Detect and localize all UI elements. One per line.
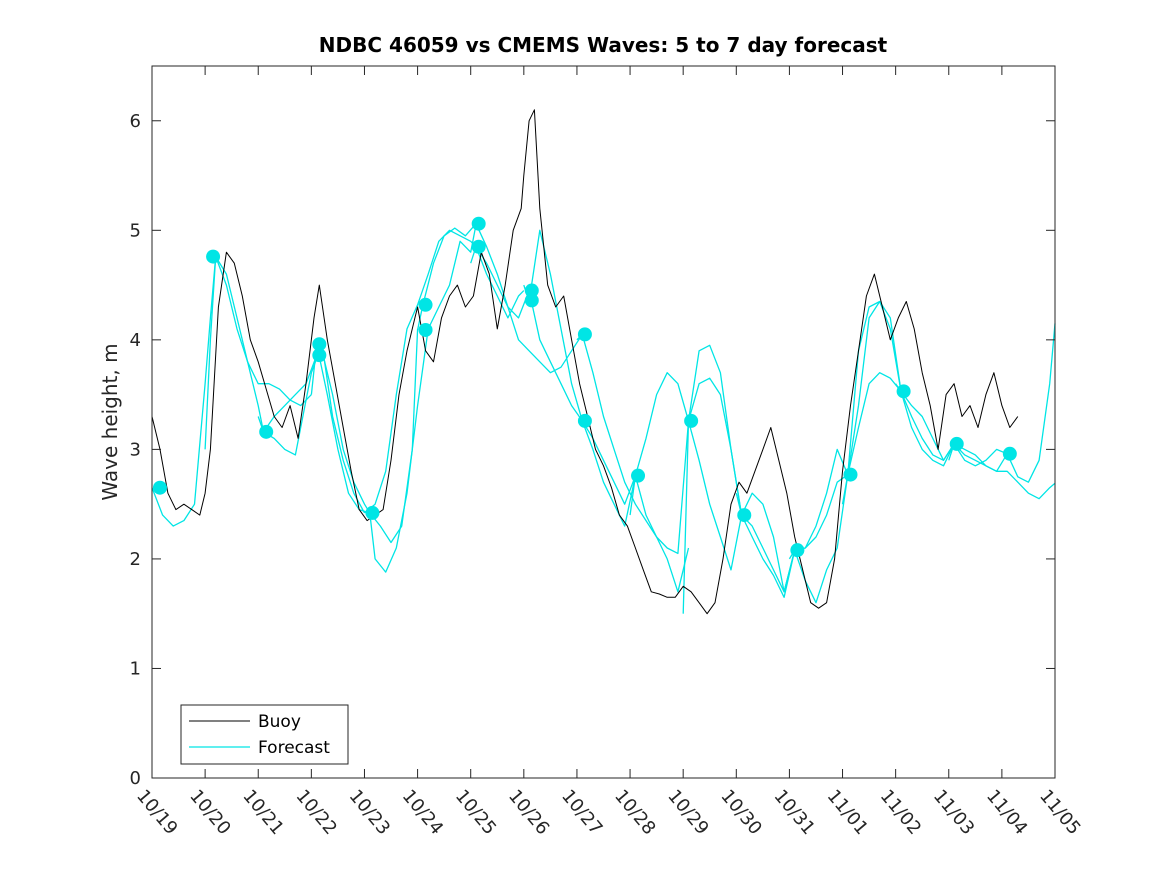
y-axis: 0 1 2 3 4 5 6 (130, 111, 1055, 789)
forecast-marker (365, 505, 380, 520)
y-tick-label: 0 (130, 768, 141, 789)
forecast-line-9 (576, 333, 743, 555)
forecast-line-12 (735, 300, 902, 604)
forecast-marker (312, 348, 327, 363)
plot-frame (151, 65, 1056, 779)
forecast-line-2 (204, 255, 366, 514)
plot-area (152, 66, 1055, 778)
forecast-line-1 (151, 255, 312, 527)
forecast-marker (737, 508, 752, 523)
forecast-marker (896, 384, 911, 399)
forecast-line-16 (948, 443, 1056, 500)
legend-forecast-label: Forecast (258, 738, 330, 758)
forecast-marker (843, 467, 858, 482)
forecast-marker (206, 249, 221, 264)
y-tick-label: 2 (130, 549, 141, 570)
forecast-marker (471, 216, 486, 231)
forecast-marker (577, 413, 592, 428)
y-tick-label: 1 (130, 658, 141, 679)
forecast-markers (152, 216, 1017, 558)
forecast-line-3 (257, 328, 419, 544)
forecast-marker (949, 436, 964, 451)
forecast-line-5 (364, 229, 525, 514)
forecast-line-11 (682, 377, 849, 614)
forecast-marker (631, 468, 646, 483)
legend: Buoy Forecast (180, 704, 349, 765)
forecast-marker (259, 424, 274, 439)
forecast-marker (524, 283, 539, 298)
forecast-line-13 (788, 372, 955, 560)
forecast-marker (524, 293, 539, 308)
y-tick-label: 3 (130, 439, 141, 460)
forecast-line-15 (895, 323, 1056, 483)
forecast-marker (1002, 446, 1017, 461)
buoy-line (151, 109, 1019, 615)
series-layer (151, 109, 1056, 615)
y-tick-label: 5 (130, 220, 141, 241)
forecast-marker (684, 413, 699, 428)
forecast-line-8 (523, 229, 690, 593)
forecast-line-6 (416, 223, 583, 374)
legend-box (180, 704, 349, 765)
chart-title: NDBC 46059 vs CMEMS Waves: 5 to 7 day fo… (319, 33, 888, 57)
forecast-line-14 (841, 300, 1008, 505)
forecast-marker (152, 480, 167, 495)
legend-buoy-label: Buoy (258, 712, 301, 732)
y-tick-label: 6 (130, 111, 141, 132)
forecast-line-10 (629, 372, 796, 593)
forecast-marker (312, 337, 327, 352)
forecast-marker (418, 297, 433, 312)
forecast-line-7 (470, 246, 637, 527)
forecast-line-4 (310, 224, 477, 573)
forecast-marker (471, 239, 486, 254)
y-axis-title: Wave height, m (98, 343, 122, 500)
forecast-marker (418, 322, 433, 337)
forecast-marker (790, 543, 805, 558)
y-tick-label: 4 (130, 330, 141, 351)
forecast-marker (577, 327, 592, 342)
